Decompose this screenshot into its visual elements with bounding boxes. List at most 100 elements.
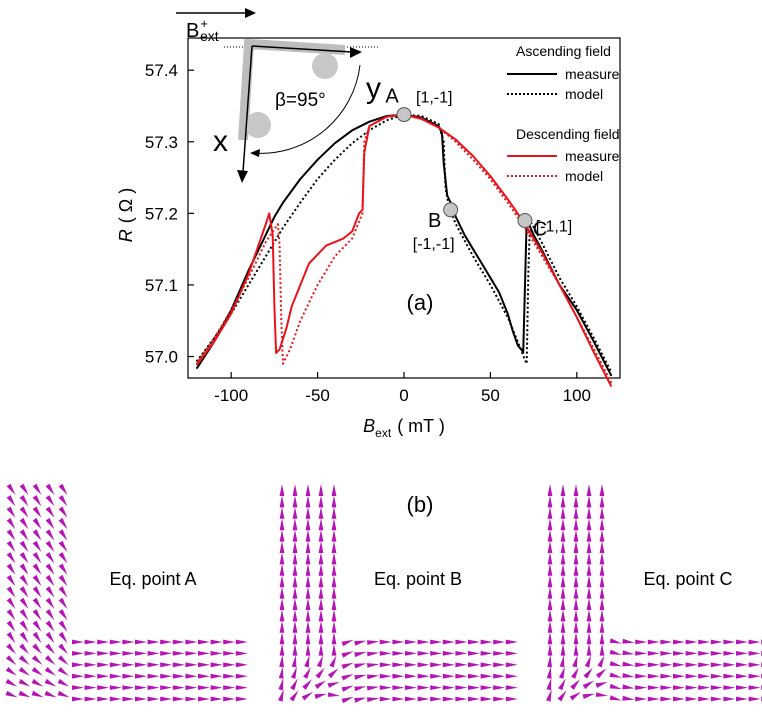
spin-arrow-c [660, 639, 673, 645]
spin-arrow-b [455, 673, 468, 679]
spin-arrow-c [560, 643, 566, 656]
y-axis-label: R( Ω ) [116, 188, 136, 242]
spin-arrow-c [723, 639, 736, 645]
spin-arrow-b [379, 662, 392, 668]
spin-arrow-a [185, 651, 198, 656]
spin-arrow-a [235, 651, 248, 656]
spin-arrow-b [278, 666, 284, 679]
spin-arrow-a [32, 574, 42, 587]
spin-arrow-b [455, 639, 468, 645]
point-a-marker [396, 107, 412, 123]
spin-arrow-c [635, 662, 648, 668]
angle-arc [251, 64, 361, 154]
spin-arrow-a [122, 685, 135, 690]
spin-arrow-a [45, 483, 55, 495]
spin-arrow-a [160, 673, 173, 679]
spin-arrow-c [586, 598, 592, 610]
spin-arrow-a [5, 667, 17, 676]
spin-arrow-a [6, 586, 16, 598]
spin-arrow-a [5, 678, 18, 687]
spin-arrow-c [698, 662, 711, 668]
spin-arrow-c [547, 541, 553, 553]
spin-arrow-b [292, 575, 298, 588]
contact-pad-left [245, 112, 271, 138]
spin-arrow-b [290, 666, 297, 679]
spin-arrow-c [573, 632, 579, 645]
spin-arrow-c [673, 685, 685, 690]
spin-texture-maps [5, 483, 762, 704]
spin-arrow-a [6, 574, 16, 587]
spin-arrow-c [748, 639, 761, 645]
field-label: B+ ext [186, 16, 219, 44]
spin-arrow-b [305, 620, 311, 633]
spin-arrow-a [45, 495, 55, 507]
spin-arrow-c [586, 643, 592, 656]
spin-arrow-a [32, 643, 42, 655]
spin-arrow-b [430, 696, 443, 702]
spin-arrow-b [430, 685, 443, 690]
spin-arrow-c [660, 651, 673, 656]
spin-arrow-a [72, 662, 84, 668]
spin-arrow-b [292, 632, 298, 645]
spin-arrow-b [305, 586, 311, 599]
spin-arrow-c [586, 552, 592, 565]
spin-arrow-c [547, 529, 553, 542]
spin-arrow-a [58, 563, 68, 575]
spin-arrow-c [599, 586, 605, 599]
spin-arrow-a [72, 696, 84, 702]
spin-arrow-b [318, 620, 324, 633]
spin-arrow-a [84, 662, 97, 668]
spin-arrow-c [710, 651, 723, 656]
spin-arrow-b [331, 552, 337, 565]
spin-arrow-a [147, 696, 160, 702]
spin-arrow-b [493, 662, 506, 668]
spin-arrow-b [318, 586, 324, 599]
spin-arrow-a [172, 651, 185, 656]
spin-arrow-b [279, 506, 285, 519]
spin-arrow-a [18, 690, 31, 698]
spin-arrow-c [560, 518, 566, 531]
spin-arrow-c [609, 649, 622, 655]
spin-arrow-b [341, 662, 354, 670]
spin-arrow-c [559, 655, 565, 668]
spin-arrow-a [45, 631, 55, 644]
spin-arrow-c [573, 586, 579, 599]
spin-arrow-c [560, 541, 566, 553]
spin-arrow-a [235, 685, 248, 690]
legend-label-desc-model: model [565, 168, 603, 184]
x-tick-label: 100 [563, 386, 591, 405]
angle-arc-head [250, 149, 260, 157]
y-tick-label: 57.4 [145, 61, 178, 80]
spin-arrow-c [609, 695, 622, 701]
spin-arrow-b [341, 696, 354, 704]
spin-arrow-a [122, 673, 135, 679]
spin-arrow-c [698, 639, 711, 645]
spin-arrow-a [6, 529, 16, 541]
spin-arrow-c [560, 632, 566, 645]
spin-arrow-a [223, 685, 236, 690]
spin-arrow-c [609, 638, 622, 644]
spin-arrow-b [493, 685, 506, 690]
spin-arrow-c [560, 563, 566, 576]
spin-arrow-a [210, 673, 223, 679]
spin-arrow-a [45, 597, 55, 609]
spin-arrow-c [547, 575, 553, 588]
spin-arrow-c [586, 632, 592, 645]
spin-arrow-a [147, 651, 160, 656]
spin-arrow-a [72, 673, 84, 679]
spin-arrow-b [379, 696, 392, 702]
spin-arrow-b [480, 685, 493, 690]
spin-arrow-a [185, 673, 198, 679]
spin-arrow-a [235, 639, 248, 645]
spin-arrow-c [710, 696, 723, 702]
spin-arrow-a [72, 651, 84, 656]
spin-arrow-c [710, 673, 723, 679]
spin-arrow-a [210, 639, 223, 645]
point-a-state: [1,-1] [416, 90, 452, 107]
spin-arrow-a [32, 586, 42, 598]
spin-arrow-c [660, 696, 673, 702]
x-tick-label: -100 [214, 386, 248, 405]
spin-arrow-b [442, 685, 455, 690]
spin-arrow-b [367, 651, 380, 657]
eq-point-a-title: Eq. point A [109, 569, 196, 589]
